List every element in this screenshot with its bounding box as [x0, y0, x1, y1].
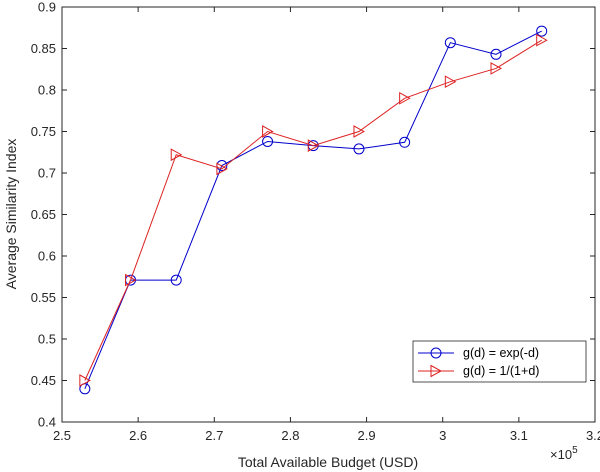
data-point-series-1 — [353, 143, 365, 155]
x-axis-title: Total Available Budget (USD) — [238, 454, 418, 470]
x-tick-label: 2.8 — [281, 428, 299, 443]
legend-box — [412, 340, 587, 383]
series-line-2 — [84, 39, 542, 381]
data-point-series-2 — [125, 273, 137, 287]
x-tick-label: 3.1 — [510, 428, 528, 443]
y-tick-label: 0.75 — [31, 124, 56, 139]
x-tick-label: 2.9 — [358, 428, 376, 443]
legend-label-series-2: g(d) = 1/(1+d) — [463, 364, 539, 378]
data-point-series-2 — [444, 75, 457, 89]
legend-marker-series-1 — [430, 347, 442, 359]
data-point-series-1 — [444, 37, 456, 49]
legend: g(d) = exp(-d) g(d) = 1/(1+d) — [412, 340, 587, 383]
data-point-series-2 — [307, 139, 320, 152]
data-point-series-2 — [79, 374, 91, 387]
y-tick-label: 0.9 — [38, 0, 56, 15]
data-point-series-2 — [216, 162, 228, 176]
data-point-series-1 — [399, 136, 411, 148]
legend-label-series-1: g(d) = exp(-d) — [463, 346, 539, 360]
data-point-series-1 — [170, 274, 182, 286]
data-point-series-2 — [353, 125, 365, 138]
data-point-series-2 — [536, 33, 548, 47]
y-tick-label: 0.7 — [38, 166, 56, 181]
x-exponent-label: ×105 — [550, 445, 578, 462]
y-tick-label: 0.8 — [38, 83, 56, 98]
series-layer — [79, 25, 548, 395]
data-point-series-2 — [399, 91, 411, 105]
x-exponent-base: ×10 — [550, 447, 572, 462]
data-point-series-2 — [262, 125, 274, 138]
y-tick-label: 0.65 — [31, 207, 56, 222]
data-point-series-1 — [536, 25, 548, 37]
y-tick-label: 0.55 — [31, 290, 56, 305]
legend-marker-series-2 — [430, 364, 443, 378]
y-tick-label: 0.85 — [31, 41, 56, 56]
data-point-series-1 — [262, 135, 274, 147]
x-tick-label: 3.2 — [586, 428, 600, 443]
data-point-series-2 — [490, 62, 503, 75]
y-tick-label: 0.5 — [38, 332, 56, 347]
y-axis-title: Average Similarity Index — [3, 139, 19, 290]
x-tick-label: 2.5 — [53, 428, 71, 443]
y-tick-label: 0.6 — [38, 249, 56, 264]
data-point-series-2 — [170, 148, 183, 162]
x-tick-label: 2.7 — [205, 428, 223, 443]
y-tick-label: 0.4 — [38, 415, 56, 430]
x-tick-label: 2.6 — [129, 428, 147, 443]
x-tick-label: 3 — [439, 428, 446, 443]
x-exponent-power: 5 — [572, 445, 578, 456]
y-tick-label: 0.45 — [31, 373, 56, 388]
data-point-series-1 — [490, 48, 502, 60]
axis-ticks: 2.5 2.6 2.7 2.8 2.9 3 3.1 3.2 0.4 0.45 0.5 0.55 0.6 0… — [31, 0, 600, 443]
